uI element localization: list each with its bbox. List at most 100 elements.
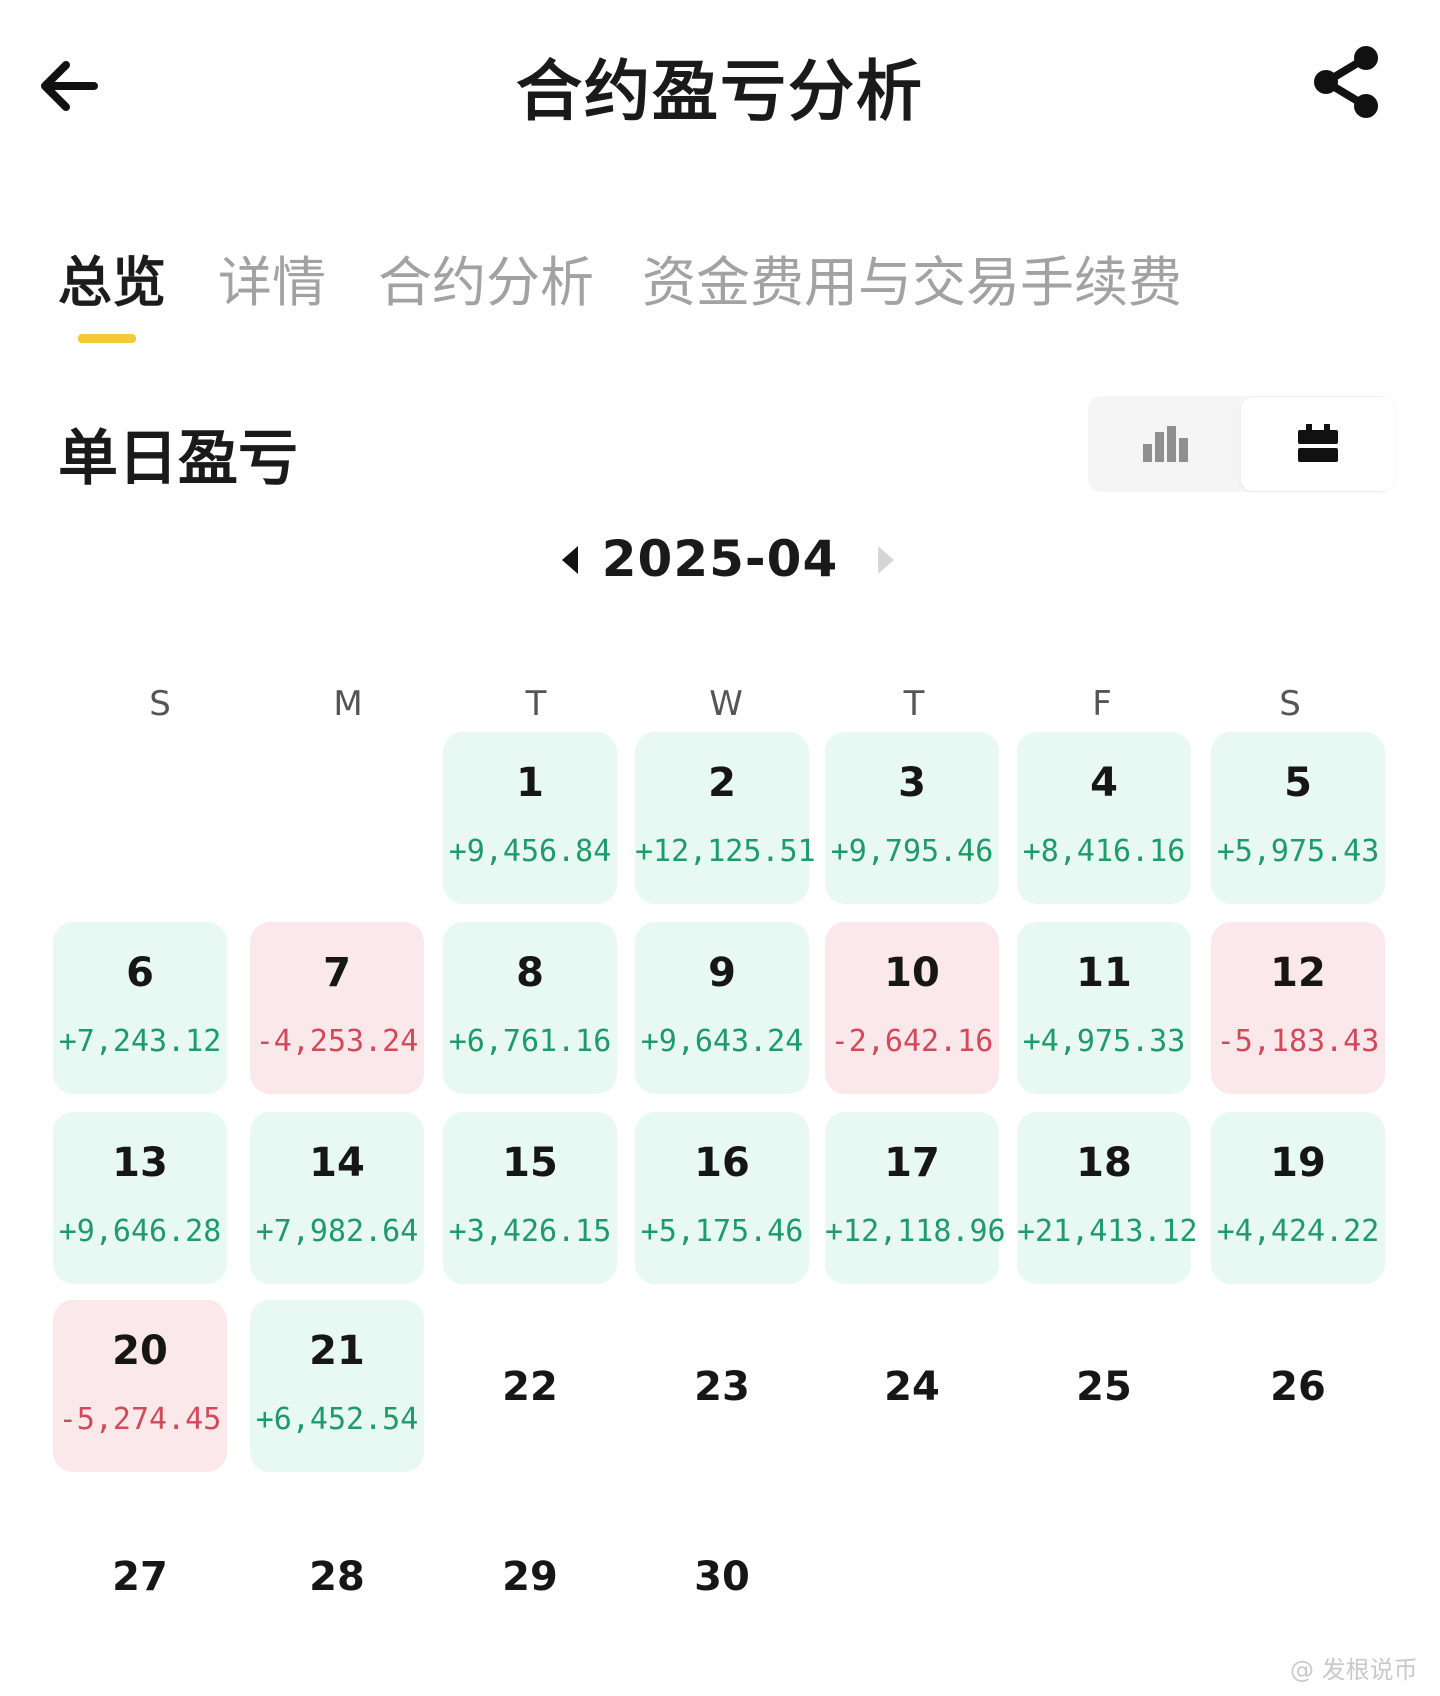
tab-details[interactable]: 详情 <box>218 251 326 314</box>
day-number: 19 <box>1270 1140 1326 1186</box>
daily-pnl-value: +9,646.28 <box>58 1214 222 1249</box>
calendar-day-cell[interactable]: 4 +8,416.16 <box>1017 732 1191 904</box>
day-number: 20 <box>112 1328 168 1374</box>
day-number: 30 <box>694 1554 750 1600</box>
calendar-day-cell[interactable]: 18 +21,413.12 <box>1017 1112 1198 1284</box>
section-title: 单日盈亏 <box>58 424 298 494</box>
day-number: 10 <box>884 950 940 996</box>
day-number: 22 <box>502 1364 558 1410</box>
day-number: 27 <box>112 1554 168 1600</box>
calendar-day-cell[interactable]: 26 <box>1211 1300 1385 1472</box>
calendar-day-cell[interactable]: 12 -5,183.43 <box>1211 922 1385 1094</box>
daily-pnl-value: -5,183.43 <box>1216 1024 1380 1059</box>
daily-pnl-value: +12,125.51 <box>635 834 816 869</box>
day-number: 26 <box>1270 1364 1326 1410</box>
active-tab-indicator <box>78 334 136 343</box>
calendar-day-cell[interactable]: 29 <box>443 1490 617 1662</box>
daily-pnl-value: +3,426.15 <box>448 1214 612 1249</box>
calendar-day-cell[interactable]: 7 -4,253.24 <box>250 922 424 1094</box>
daily-pnl-value: +6,761.16 <box>448 1024 612 1059</box>
day-number: 7 <box>323 950 351 996</box>
day-number: 13 <box>112 1140 168 1186</box>
day-number: 16 <box>694 1140 750 1186</box>
calendar-view-button[interactable] <box>1241 397 1394 491</box>
calendar-day-cell[interactable]: 8 +6,761.16 <box>443 922 617 1094</box>
day-number: 9 <box>708 950 736 996</box>
app-header: 合约盈亏分析 <box>0 0 1440 170</box>
bar-chart-view-button[interactable] <box>1088 396 1241 492</box>
day-number: 1 <box>516 760 544 806</box>
calendar-day-cell[interactable]: 25 <box>1017 1300 1191 1472</box>
calendar-day-cell[interactable]: 23 <box>635 1300 809 1472</box>
back-button[interactable] <box>34 54 104 118</box>
daily-pnl-value: +7,982.64 <box>255 1214 419 1249</box>
calendar-icon <box>1297 424 1338 462</box>
calendar-day-cell[interactable]: 19 +4,424.22 <box>1211 1112 1385 1284</box>
calendar-day-cell[interactable]: 27 <box>53 1490 227 1662</box>
bar-chart-icon <box>1142 426 1188 462</box>
day-number: 14 <box>309 1140 365 1186</box>
calendar-day-cell[interactable]: 14 +7,982.64 <box>250 1112 424 1284</box>
day-number: 11 <box>1076 950 1132 996</box>
calendar-day-cell[interactable]: 22 <box>443 1300 617 1472</box>
calendar-day-cell[interactable]: 21 +6,452.54 <box>250 1300 424 1472</box>
day-number: 15 <box>502 1140 558 1186</box>
daily-pnl-value: +9,795.46 <box>830 834 994 869</box>
daily-pnl-value: +9,456.84 <box>448 834 612 869</box>
day-number: 18 <box>1076 1140 1132 1186</box>
share-icon <box>1314 46 1378 118</box>
weekday-label: T <box>903 684 925 724</box>
calendar-day-cell[interactable]: 20 -5,274.45 <box>53 1300 227 1472</box>
previous-month-button[interactable] <box>550 538 590 582</box>
month-navigator: 2025-04 <box>0 530 1440 600</box>
daily-pnl-value: +12,118.96 <box>825 1214 1006 1249</box>
watermark: @ 发根说币 <box>1290 1656 1418 1684</box>
daily-pnl-value: -2,642.16 <box>830 1024 994 1059</box>
tab-funding-and-fees[interactable]: 资金费用与交易手续费 <box>642 251 1182 314</box>
next-month-button[interactable] <box>866 538 906 582</box>
day-number: 17 <box>884 1140 940 1186</box>
day-number: 21 <box>309 1328 365 1374</box>
calendar-day-cell[interactable]: 1 +9,456.84 <box>443 732 617 904</box>
calendar-day-cell[interactable]: 30 <box>635 1490 809 1662</box>
calendar-day-cell[interactable]: 17 +12,118.96 <box>825 1112 1006 1284</box>
day-number: 28 <box>309 1554 365 1600</box>
day-number: 5 <box>1284 760 1312 806</box>
daily-pnl-value: +5,175.46 <box>640 1214 804 1249</box>
calendar-day-cell[interactable]: 28 <box>250 1490 424 1662</box>
day-number: 2 <box>708 760 736 806</box>
tab-bar: 总览 详情 合约分析 资金费用与交易手续费 <box>0 238 1440 348</box>
calendar-day-cell[interactable]: 5 +5,975.43 <box>1211 732 1385 904</box>
tab-overview[interactable]: 总览 <box>58 251 166 314</box>
day-number: 23 <box>694 1364 750 1410</box>
calendar-day-cell[interactable]: 15 +3,426.15 <box>443 1112 617 1284</box>
daily-pnl-value: +6,452.54 <box>255 1402 419 1437</box>
share-button[interactable] <box>1310 44 1382 120</box>
calendar-day-cell[interactable]: 2 +12,125.51 <box>635 732 816 904</box>
daily-pnl-value: +4,975.33 <box>1022 1024 1186 1059</box>
daily-pnl-value: +21,413.12 <box>1017 1214 1198 1249</box>
calendar-day-cell[interactable]: 10 -2,642.16 <box>825 922 999 1094</box>
calendar-day-cell[interactable]: 9 +9,643.24 <box>635 922 809 1094</box>
triangle-right-icon <box>878 546 894 574</box>
view-toggle <box>1088 396 1394 492</box>
arrow-left-icon <box>41 61 98 111</box>
daily-pnl-value: +4,424.22 <box>1216 1214 1380 1249</box>
calendar-day-cell[interactable]: 13 +9,646.28 <box>53 1112 227 1284</box>
calendar-day-cell[interactable]: 11 +4,975.33 <box>1017 922 1191 1094</box>
weekday-label: F <box>1092 684 1112 724</box>
weekday-label: M <box>333 684 363 724</box>
day-number: 12 <box>1270 950 1326 996</box>
calendar-day-cell[interactable]: 24 <box>825 1300 999 1472</box>
weekday-label: S <box>1279 684 1301 724</box>
calendar-day-cell[interactable]: 6 +7,243.12 <box>53 922 227 1094</box>
calendar-day-cell[interactable]: 3 +9,795.46 <box>825 732 999 904</box>
day-number: 29 <box>502 1554 558 1600</box>
page-title: 合约盈亏分析 <box>516 53 924 130</box>
daily-pnl-value: +5,975.43 <box>1216 834 1380 869</box>
weekday-label: T <box>525 684 547 724</box>
day-number: 8 <box>516 950 544 996</box>
tab-contract-analysis[interactable]: 合约分析 <box>378 251 594 314</box>
daily-pnl-value: +9,643.24 <box>640 1024 804 1059</box>
calendar-day-cell[interactable]: 16 +5,175.46 <box>635 1112 809 1284</box>
